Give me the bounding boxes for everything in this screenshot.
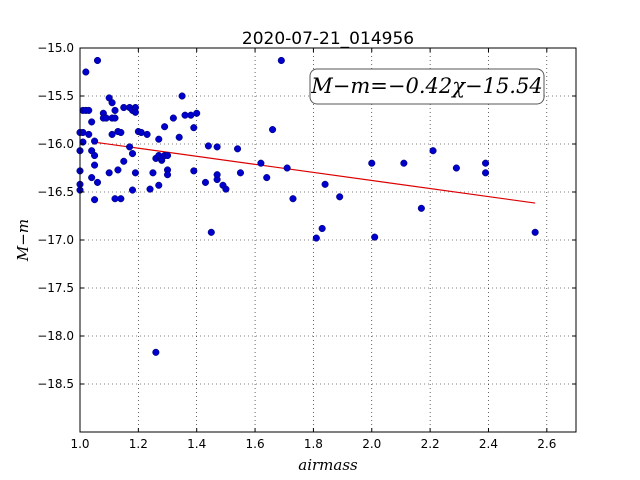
data-point bbox=[318, 224, 326, 233]
data-point bbox=[169, 114, 177, 122]
data-point bbox=[91, 151, 99, 160]
data-point bbox=[190, 167, 198, 175]
x-tick-label: 2.2 bbox=[421, 437, 440, 451]
y-axis-label: M−m bbox=[14, 219, 32, 262]
data-point bbox=[111, 114, 119, 122]
data-point bbox=[222, 185, 230, 193]
data-point bbox=[452, 164, 460, 172]
x-tick-label: 1.8 bbox=[304, 437, 323, 451]
x-tick-label: 1.2 bbox=[129, 437, 148, 451]
data-point bbox=[336, 193, 344, 201]
axis-ticks bbox=[79, 47, 576, 432]
y-tick-label: −18.0 bbox=[37, 329, 74, 343]
data-point bbox=[88, 118, 96, 126]
annotation-text: M−m=−0.42χ−15.54 bbox=[310, 74, 542, 98]
data-point bbox=[93, 56, 102, 65]
data-point bbox=[429, 147, 437, 155]
data-point bbox=[114, 166, 122, 174]
data-point bbox=[531, 228, 539, 236]
data-point bbox=[91, 137, 99, 145]
data-point bbox=[131, 108, 139, 116]
x-axis-label: airmass bbox=[298, 456, 358, 474]
x-tick-label: 1.4 bbox=[187, 437, 206, 451]
data-point bbox=[482, 169, 490, 177]
y-tick-label: −16.5 bbox=[37, 185, 74, 199]
data-point bbox=[417, 204, 425, 212]
data-point bbox=[126, 143, 134, 151]
data-point bbox=[120, 157, 128, 165]
y-tick-label: −18.5 bbox=[37, 377, 74, 391]
data-point bbox=[234, 145, 242, 153]
data-point bbox=[85, 106, 93, 114]
x-tick-labels: 1.0 1.2 1.4 1.6 1.8 2.0 2.2 2.4 2.6 bbox=[70, 437, 556, 451]
data-point bbox=[131, 169, 139, 177]
y-tick-label: −15.5 bbox=[37, 89, 74, 103]
data-point bbox=[146, 185, 154, 193]
data-point bbox=[108, 99, 116, 107]
data-point bbox=[143, 130, 151, 138]
data-point bbox=[368, 159, 376, 167]
data-point bbox=[482, 159, 490, 167]
data-point bbox=[204, 142, 212, 150]
y-tick-label: −16.0 bbox=[37, 137, 74, 151]
x-tick-label: 2.4 bbox=[479, 437, 498, 451]
data-point bbox=[321, 180, 329, 188]
data-point bbox=[161, 123, 169, 131]
data-point bbox=[91, 196, 99, 204]
data-point bbox=[400, 159, 408, 167]
x-tick-label: 1.0 bbox=[70, 437, 89, 451]
data-point bbox=[175, 133, 183, 141]
data-point bbox=[128, 150, 137, 158]
y-tick-labels: −15.0 −15.5 −16.0 −16.5 −17.0 −17.5 −18.0 −18.5 bbox=[37, 41, 74, 391]
data-point bbox=[236, 169, 245, 177]
y-tick-label: −17.5 bbox=[37, 281, 74, 295]
data-point bbox=[82, 68, 90, 76]
data-point bbox=[207, 228, 215, 236]
data-point bbox=[85, 130, 93, 138]
data-point bbox=[257, 159, 265, 167]
data-point bbox=[108, 130, 116, 138]
y-tick-label: −17.0 bbox=[37, 233, 74, 247]
data-point bbox=[163, 171, 172, 179]
x-tick-label: 2.0 bbox=[362, 437, 381, 451]
data-point bbox=[190, 124, 198, 132]
data-point bbox=[88, 174, 96, 182]
data-point bbox=[178, 92, 186, 100]
data-point bbox=[269, 126, 277, 134]
x-tick-label: 1.6 bbox=[246, 437, 265, 451]
data-point bbox=[117, 128, 125, 137]
data-point bbox=[371, 233, 379, 241]
data-point bbox=[155, 181, 163, 189]
chart-title: 2020-07-21_014956 bbox=[242, 29, 414, 49]
data-point bbox=[149, 169, 157, 177]
data-point bbox=[105, 169, 113, 177]
data-point bbox=[213, 143, 221, 151]
data-point bbox=[117, 195, 125, 203]
data-point bbox=[91, 161, 99, 169]
data-point bbox=[93, 178, 102, 186]
data-point bbox=[277, 56, 285, 65]
data-point bbox=[289, 195, 297, 203]
x-tick-label: 2.6 bbox=[537, 437, 556, 451]
data-point bbox=[128, 186, 137, 194]
y-tick-label: −15.0 bbox=[37, 41, 74, 55]
data-point bbox=[155, 135, 163, 143]
data-point bbox=[263, 174, 271, 182]
annotation-frame bbox=[309, 68, 545, 105]
data-point bbox=[111, 106, 119, 114]
data-point bbox=[193, 109, 201, 117]
fit-equation-annotation: M−m=−0.42χ−15.54 bbox=[309, 68, 545, 105]
data-point bbox=[312, 234, 320, 242]
data-point bbox=[163, 151, 172, 160]
data-points bbox=[76, 56, 539, 356]
data-point bbox=[152, 348, 160, 356]
data-point bbox=[283, 164, 291, 172]
data-point bbox=[201, 178, 210, 186]
data-point bbox=[213, 171, 221, 179]
